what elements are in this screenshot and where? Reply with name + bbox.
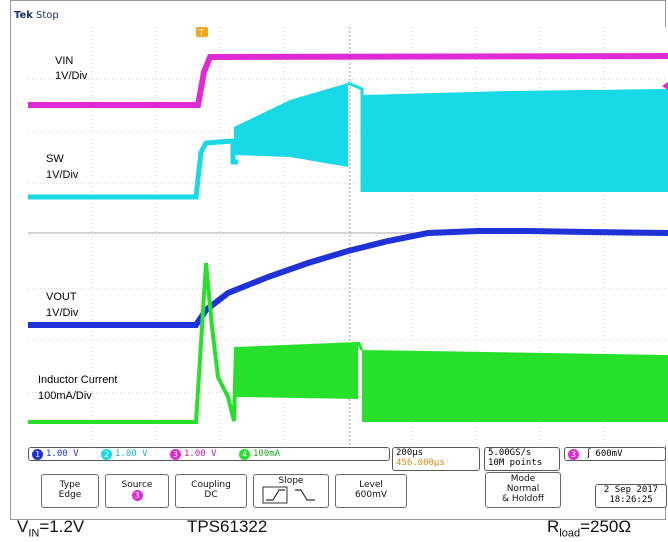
vout-trace	[28, 228, 668, 328]
slope-label: Slope	[278, 476, 304, 486]
sw-label: SW	[46, 153, 64, 165]
acquisition-readout[interactable]: 5.00GS/s 10M points	[484, 447, 560, 471]
trigger-position-icon	[196, 27, 208, 37]
vin-scale: 1V/Div	[55, 70, 88, 82]
ch3-chip: 3	[170, 448, 181, 460]
source-chip: 3	[131, 490, 143, 501]
trigger-readout[interactable]: 3 ∫ 600mV	[564, 447, 666, 461]
vin-label: VIN	[55, 55, 74, 67]
mode-label: Mode	[510, 474, 536, 484]
source-label: Source	[121, 480, 153, 490]
ch1-scale: 1.00 V	[46, 449, 79, 459]
mode-holdoff: & Holdoff	[501, 494, 545, 504]
slope-softkey[interactable]: Slope	[253, 474, 329, 508]
timebase-position: 456.000µs	[396, 458, 445, 468]
timebase-per-div: 200µs	[396, 448, 424, 458]
coupling-label: Coupling	[191, 480, 231, 490]
ch3-scale: 1.00 V	[184, 449, 217, 459]
ch4-chip: 4	[239, 448, 250, 460]
level-label: Level	[359, 480, 383, 490]
datetime-readout: 2 Sep 2017 18:26:25	[595, 484, 667, 508]
ch1-chip: 1	[32, 448, 43, 460]
sample-rate: 5.00GS/s	[488, 448, 532, 458]
level-softkey[interactable]: Level 600mV	[335, 474, 407, 508]
coupling-value: DC	[204, 490, 218, 500]
vout-label: VOUT	[46, 291, 77, 303]
run-status: Stop	[36, 10, 59, 21]
ch4-scale: 100mA	[253, 449, 281, 459]
trigger-level-readout: 600mV	[595, 449, 623, 459]
inductor-current-scale: 100mA/Div	[38, 390, 92, 402]
inductor-current-trace	[28, 262, 668, 424]
device-caption: TPS61322	[187, 517, 268, 536]
time-text: 18:26:25	[609, 495, 653, 505]
ch2-chip: 2	[101, 448, 112, 460]
vin-trace	[28, 53, 668, 108]
top-status-bar: Tek Stop	[12, 10, 667, 24]
rising-edge-icon: ∫	[586, 449, 592, 459]
type-label: Type	[59, 480, 81, 490]
type-softkey[interactable]: Type Edge	[41, 474, 99, 508]
type-value: Edge	[58, 490, 82, 500]
channel-readout-bar[interactable]: 1 1.00 V 2 1.00 V 3 1.00 V 4 100mA	[28, 447, 390, 461]
level-value: 600mV	[354, 490, 388, 500]
mode-value: Normal	[506, 484, 540, 494]
sw-trace	[28, 81, 668, 200]
source-softkey[interactable]: Source 3	[105, 474, 169, 508]
rload-caption: Rload=250Ω	[547, 517, 632, 540]
ch2-scale: 1.00 V	[115, 449, 148, 459]
date-text: 2 Sep 2017	[603, 485, 659, 495]
brand-logo: Tek	[14, 10, 33, 21]
vout-scale: 1V/Div	[46, 307, 79, 319]
waveform-display[interactable]: T	[28, 27, 668, 445]
coupling-softkey[interactable]: Coupling DC	[175, 474, 247, 508]
slope-icons	[262, 486, 315, 504]
record-length: 10M points	[488, 458, 543, 468]
vin-caption: VIN=1.2V	[17, 517, 85, 540]
sw-scale: 1V/Div	[46, 169, 79, 181]
timebase-readout[interactable]: 200µs 456.000µs	[392, 447, 480, 471]
trigger-source-chip: 3	[568, 448, 579, 460]
trigger-level-marker	[662, 82, 668, 90]
inductor-current-label: Inductor Current	[38, 374, 118, 386]
mode-softkey[interactable]: Mode Normal & Holdoff	[485, 472, 561, 508]
svg-text:T: T	[198, 28, 204, 37]
